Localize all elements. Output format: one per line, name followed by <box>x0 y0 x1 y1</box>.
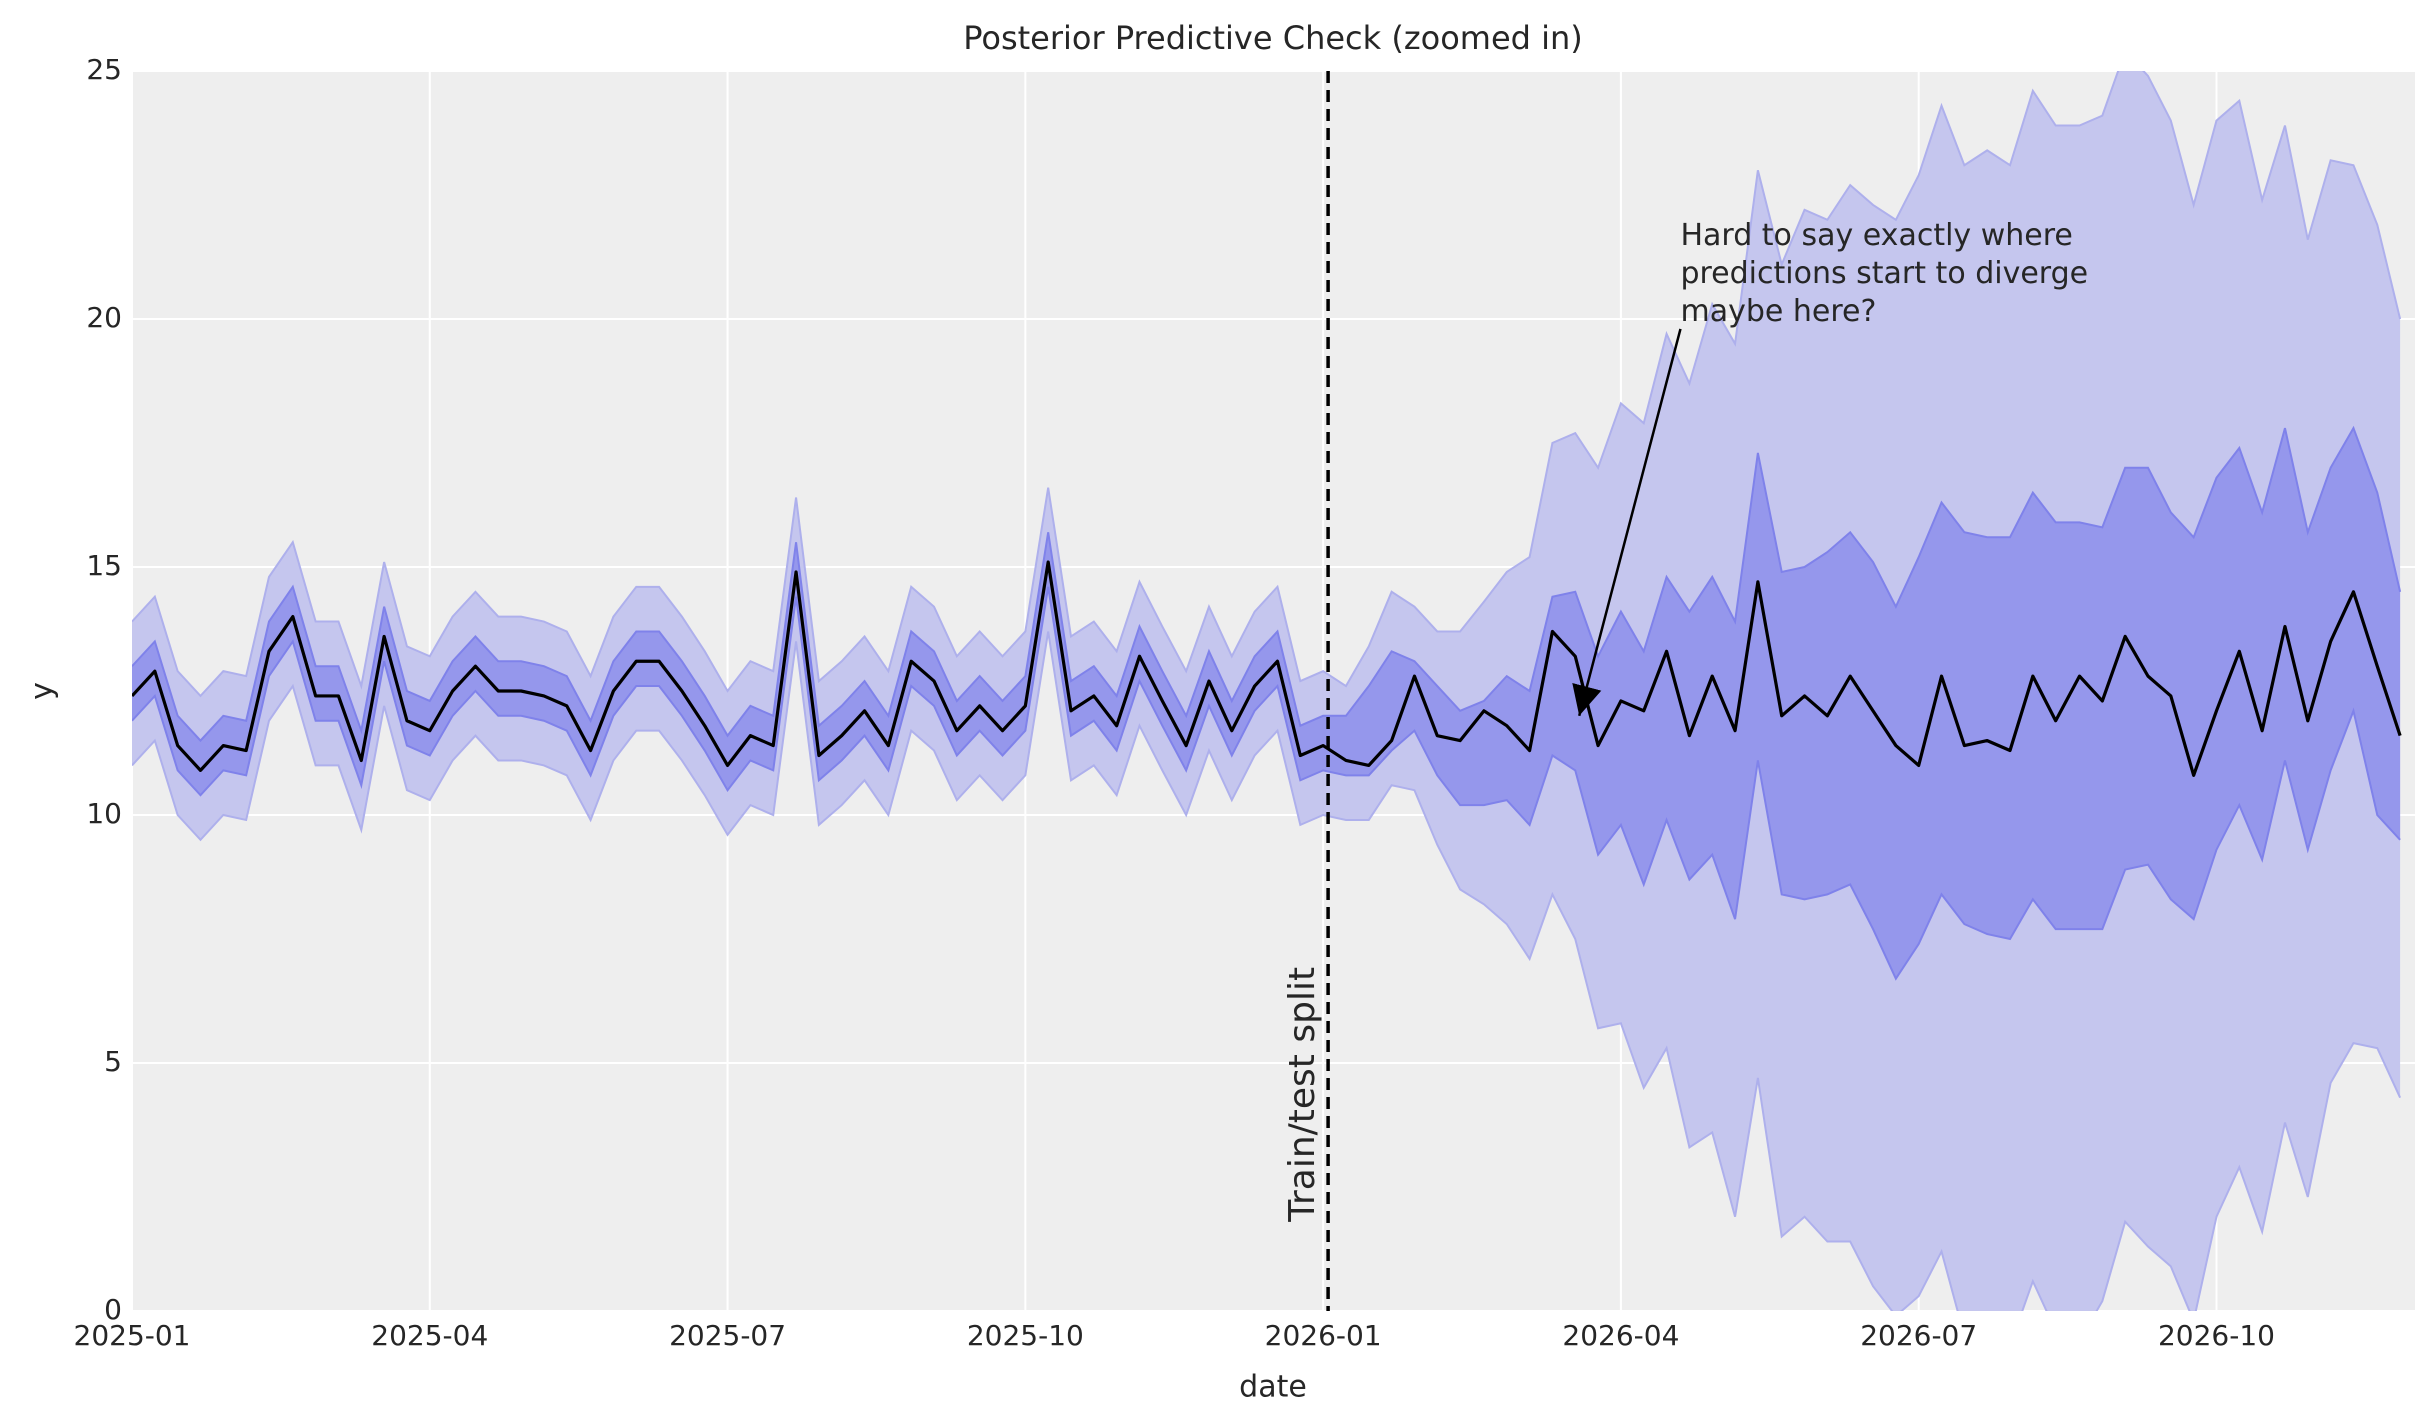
band-area <box>132 428 2401 979</box>
x-tick-label: 2026-04 <box>1562 1319 1679 1352</box>
band-edge <box>132 586 2401 981</box>
y-tick-label: 10 <box>86 797 122 830</box>
x-tick-label: 2025-07 <box>669 1319 786 1352</box>
mean-line <box>132 560 2402 777</box>
y-tick-label: 0 <box>104 1293 122 1326</box>
chart-title: Posterior Predictive Check (zoomed in) <box>963 19 1583 57</box>
band-edge <box>132 71 2402 698</box>
y-tick-label: 15 <box>86 549 122 582</box>
x-tick-label: 2025-01 <box>74 1319 191 1352</box>
x-tick-label: 2026-10 <box>2158 1319 2275 1352</box>
x-tick-label: 2026-07 <box>1860 1319 1977 1352</box>
y-tick-label: 20 <box>86 301 122 334</box>
y-tick-label: 5 <box>104 1045 122 1078</box>
annotation-text: predictions start to diverge <box>1680 256 2088 291</box>
x-tick-label: 2025-04 <box>371 1319 488 1352</box>
annotation-text: maybe here? <box>1680 294 1876 329</box>
x-tick-label: 2025-10 <box>967 1319 1084 1352</box>
band-edge <box>132 425 2402 743</box>
annotation-text: Hard to say exactly where <box>1680 218 2072 253</box>
y-tick-label: 25 <box>86 53 122 86</box>
split-label: Train/test split <box>1282 967 1323 1223</box>
x-tick-label: 2026-01 <box>1265 1319 1382 1352</box>
annotation-arrow <box>1572 328 1682 717</box>
band-edge <box>132 631 2402 1311</box>
y-axis-label: y <box>25 682 60 700</box>
x-axis-label: date <box>1239 1370 1307 1405</box>
